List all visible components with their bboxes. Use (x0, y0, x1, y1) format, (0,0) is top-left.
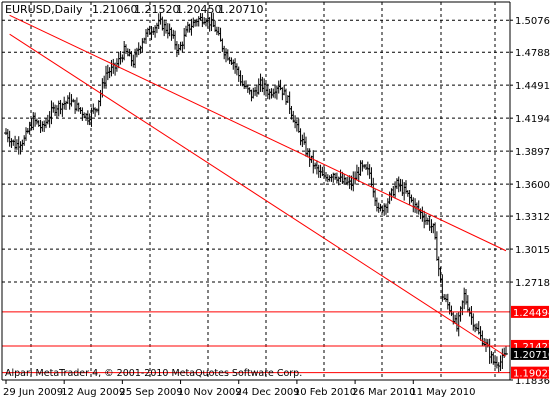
time-tick-label: 25 Sep 2009 (119, 387, 182, 398)
high-price: 1.21520 (134, 3, 180, 16)
price-tick-label: 1.36000 (515, 180, 550, 191)
price-tick-label: 1.33120 (515, 212, 550, 223)
time-tick-label: 11 May 2010 (410, 387, 475, 398)
time-tick-label: 10 Nov 2009 (178, 387, 242, 398)
level-label: 1.21427 (513, 342, 550, 353)
price-tick-label: 1.30150 (515, 245, 550, 256)
level-label: 1.19022 (513, 369, 550, 380)
level-label: 1.24494 (513, 308, 550, 319)
price-tick-label: 1.41940 (515, 114, 550, 125)
price-tick-label: 1.18360 (515, 376, 550, 387)
ohlc-bars (4, 10, 508, 373)
channel-line[interactable] (9, 14, 507, 252)
time-tick-label: 29 Jun 2009 (3, 387, 63, 398)
time-tick-label: 26 Mar 2010 (352, 387, 415, 398)
price-tick-label: 1.44910 (515, 81, 550, 92)
current-price-label: 1.20710 (513, 350, 550, 361)
time-tick-label: 12 Aug 2009 (61, 387, 125, 398)
current-price-box (511, 347, 549, 360)
level-label-box (511, 366, 549, 379)
close-price: 1.20710 (218, 3, 264, 16)
time-tick-label: 24 Dec 2009 (236, 387, 300, 398)
price-axis: 1.50760 1.47880 1.44910 1.41940 1.38970 1.360… (510, 16, 550, 387)
channel-line[interactable] (9, 33, 507, 357)
price-tick-label: 1.38970 (515, 147, 550, 158)
price-tick-label: 1.27180 (515, 278, 550, 289)
time-tick-label: 10 Feb 2010 (294, 387, 356, 398)
copyright-text: Alpari MetaTrader 4, © 2001-2010 MetaQuo… (5, 368, 302, 379)
low-price: 1.20450 (176, 3, 222, 16)
level-label-box (511, 305, 549, 318)
symbol-label: EURUSD,Daily (5, 3, 83, 16)
price-tick-label: 1.50760 (515, 16, 550, 27)
chart-grid (2, 2, 510, 380)
trend-lines[interactable] (2, 14, 510, 374)
price-tick-label: 1.47880 (515, 48, 550, 59)
open-price: 1.21060 (92, 3, 138, 16)
chart-frame (1, 1, 511, 381)
